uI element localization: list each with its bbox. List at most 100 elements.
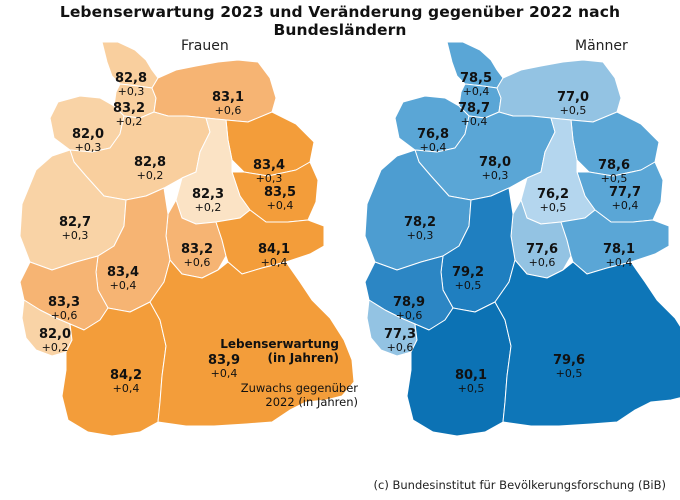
- women-label-schleswig-holstein: 82,8 +0,3: [114, 71, 148, 98]
- panel-title-men: Männer: [575, 38, 628, 54]
- source-credit: (c) Bundesinstitut für Bevölkerungsforsc…: [373, 478, 666, 492]
- women-label-baden-wuerttemberg: 84,2 +0,4: [109, 368, 143, 395]
- delta-text: +0,3: [117, 85, 145, 98]
- men-label-thueringen: 77,6 +0,6: [525, 242, 559, 269]
- men-label-bremen: 76,8 +0,4: [416, 127, 450, 154]
- delta-text: +0,4: [419, 141, 447, 154]
- delta-text: +0,4: [605, 256, 633, 269]
- delta-text: +0,3: [74, 141, 102, 154]
- delta-text: +0,2: [41, 341, 69, 354]
- value-text: 77,6: [525, 242, 559, 257]
- women-label-hessen: 83,4 +0,4: [106, 265, 140, 292]
- delta-text: +0,6: [386, 341, 414, 354]
- value-text: 83,1: [211, 90, 245, 105]
- value-text: 82,8: [114, 71, 148, 86]
- delta-text: +0,3: [255, 172, 283, 185]
- women-label-bremen: 82,0 +0,3: [71, 127, 105, 154]
- women-label-mecklenburg-vorpommern: 83,1 +0,6: [211, 90, 245, 117]
- value-text: 78,5: [459, 71, 493, 86]
- delta-text: +0,2: [136, 169, 164, 182]
- men-label-sachsen: 78,1 +0,4: [602, 242, 636, 269]
- value-text: 77,3: [383, 327, 417, 342]
- delta-text: +0,3: [406, 229, 434, 242]
- men-label-berlin: 77,7 +0,4: [608, 185, 642, 212]
- value-text: 82,0: [38, 327, 72, 342]
- men-label-nordrhein-westfalen: 78,2 +0,3: [403, 215, 437, 242]
- women-label-hamburg: 83,2 +0,2: [113, 102, 145, 128]
- delta-text: +0,2: [115, 115, 143, 128]
- men-label-schleswig-holstein: 78,5 +0,4: [459, 71, 493, 98]
- value-text: 79,6: [552, 353, 586, 368]
- legend-value: Lebenserwartung (in Jahren): [220, 337, 339, 365]
- delta-text: +0,5: [454, 279, 482, 292]
- men-label-baden-wuerttemberg: 80,1 +0,5: [455, 369, 487, 395]
- value-text: 78,7: [457, 101, 491, 116]
- men-label-sachsen-anhalt: 76,2 +0,5: [537, 188, 569, 214]
- legend-delta: Zuwachs gegenüber 2022 (in Jahren): [241, 381, 358, 409]
- women-region-bayern: [149, 259, 355, 427]
- women-label-brandenburg: 83,4 +0,3: [252, 158, 286, 185]
- value-text: 82,0: [71, 127, 105, 142]
- women-label-bayern: 83,9 +0,4: [207, 353, 241, 380]
- delta-text: +0,3: [481, 169, 509, 182]
- men-label-hamburg: 78,7 +0,4: [457, 101, 491, 128]
- legend-line-4: 2022 (in Jahren): [265, 395, 358, 409]
- value-text: 84,2: [109, 368, 143, 383]
- legend-line-3: Zuwachs gegenüber: [240, 381, 358, 395]
- value-text: 78,9: [392, 295, 426, 310]
- men-region-bayern: [494, 259, 680, 427]
- men-map: [364, 41, 680, 437]
- women-label-thueringen: 83,2 +0,6: [180, 242, 214, 269]
- value-text: 79,2: [451, 265, 485, 280]
- value-text: 83,5: [263, 185, 297, 200]
- value-text: 82,8: [133, 155, 167, 170]
- women-label-rheinland-pfalz: 83,3 +0,6: [47, 295, 81, 322]
- legend-line-1: Lebenserwartung: [220, 337, 339, 351]
- delta-text: +0,4: [210, 367, 238, 380]
- value-text: 78,0: [478, 155, 512, 170]
- women-label-niedersachsen: 82,8 +0,2: [133, 155, 167, 182]
- delta-text: +0,6: [214, 104, 242, 117]
- value-text: 82,7: [58, 215, 92, 230]
- delta-text: +0,4: [112, 382, 140, 395]
- delta-text: +0,4: [260, 256, 288, 269]
- value-text: 78,6: [597, 158, 631, 173]
- value-text: 83,4: [252, 158, 286, 173]
- men-label-niedersachsen: 78,0 +0,3: [478, 155, 512, 182]
- men-label-bayern: 79,6 +0,5: [552, 353, 586, 380]
- value-text: 78,2: [403, 215, 437, 230]
- value-text: 83,9: [207, 353, 241, 368]
- women-map: [19, 41, 355, 437]
- value-text: 78,1: [602, 242, 636, 257]
- delta-text: +0,4: [611, 199, 639, 212]
- value-text: 83,4: [106, 265, 140, 280]
- delta-text: +0,4: [462, 85, 490, 98]
- value-text: 83,3: [47, 295, 81, 310]
- value-text: 77,7: [608, 185, 642, 200]
- women-label-saarland: 82,0 +0,2: [38, 327, 72, 354]
- women-label-sachsen-anhalt: 82,3 +0,2: [192, 188, 224, 214]
- value-text: 76,8: [416, 127, 450, 142]
- men-region-sachsen: [560, 209, 670, 275]
- delta-text: +0,5: [457, 382, 485, 395]
- value-text: 84,1: [257, 242, 291, 257]
- women-region-sachsen: [215, 209, 325, 275]
- women-label-sachsen: 84,1 +0,4: [257, 242, 291, 269]
- delta-text: +0,4: [266, 199, 294, 212]
- men-label-saarland: 77,3 +0,6: [383, 327, 417, 354]
- delta-text: +0,5: [559, 104, 587, 117]
- delta-text: +0,6: [395, 309, 423, 322]
- delta-text: +0,4: [109, 279, 137, 292]
- delta-text: +0,6: [528, 256, 556, 269]
- delta-text: +0,2: [194, 201, 222, 214]
- delta-text: +0,5: [555, 367, 583, 380]
- delta-text: +0,5: [539, 201, 567, 214]
- value-text: 83,2: [180, 242, 214, 257]
- men-label-hessen: 79,2 +0,5: [451, 265, 485, 292]
- delta-text: +0,5: [600, 172, 628, 185]
- map-title: Lebenserwartung 2023 und Veränderung geg…: [59, 3, 621, 39]
- men-label-rheinland-pfalz: 78,9 +0,6: [392, 295, 426, 322]
- legend-line-2: (in Jahren): [267, 351, 339, 365]
